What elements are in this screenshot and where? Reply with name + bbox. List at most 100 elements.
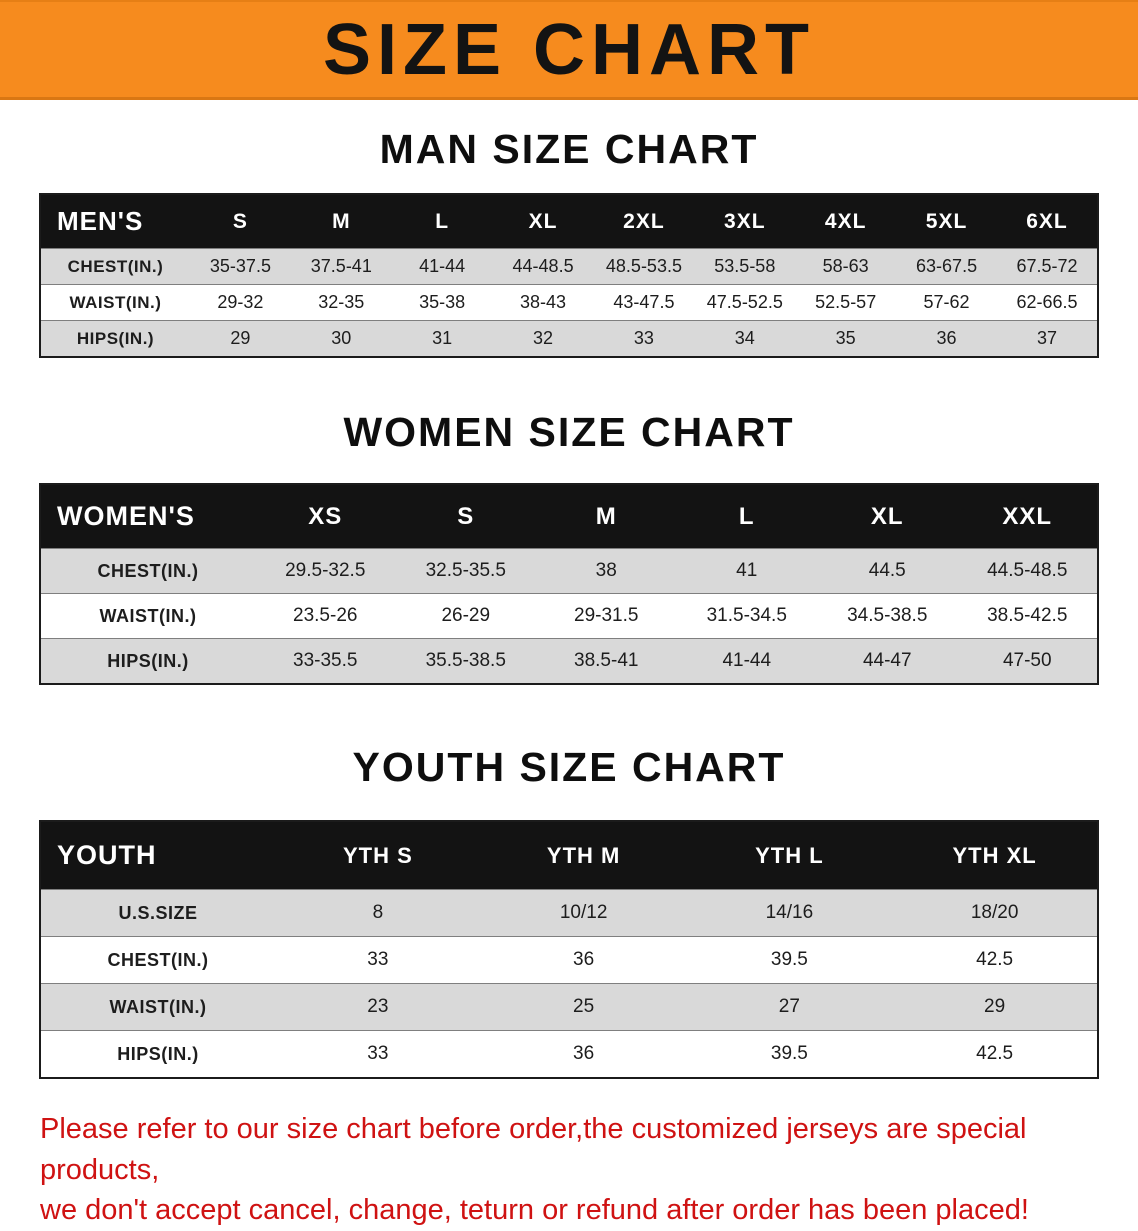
- cell-value: 67.5-72: [997, 248, 1098, 285]
- cell-value: 34: [694, 320, 796, 358]
- cell-value: 29: [190, 320, 291, 358]
- cell-value: 26-29: [395, 593, 536, 639]
- men-header-row: MEN'S S M L XL 2XL 3XL 4XL 5XL 6XL: [40, 194, 1098, 249]
- cell-value: 36: [480, 1030, 687, 1079]
- youth-size-column-header: YTH XL: [892, 821, 1098, 890]
- cell-value: 52.5-57: [795, 284, 897, 321]
- men-size-column-header: 5XL: [896, 194, 997, 249]
- cell-value: 42.5: [892, 936, 1098, 984]
- cell-value: 36: [896, 320, 997, 358]
- cell-value: 29-31.5: [536, 593, 677, 639]
- women-size-column-header: M: [536, 484, 677, 549]
- women-size-column-header: S: [395, 484, 536, 549]
- cell-value: 31: [391, 320, 493, 358]
- cell-value: 38.5-42.5: [957, 593, 1098, 639]
- cell-value: 8: [275, 889, 481, 937]
- cell-value: 18/20: [892, 889, 1098, 937]
- cell-value: 44-47: [817, 638, 958, 685]
- row-label: CHEST(IN.): [40, 548, 255, 594]
- row-label: HIPS(IN.): [40, 320, 190, 358]
- cell-value: 35-38: [391, 284, 493, 321]
- cell-value: 23.5-26: [255, 593, 396, 639]
- cell-value: 10/12: [480, 889, 687, 937]
- cell-value: 47-50: [957, 638, 1098, 685]
- cell-value: 53.5-58: [694, 248, 796, 285]
- cell-value: 25: [480, 983, 687, 1031]
- youth-size-column-header: YTH L: [686, 821, 893, 890]
- cell-value: 48.5-53.5: [593, 248, 695, 285]
- table-row: CHEST(IN.) 29.5-32.5 32.5-35.5 38 41 44.5 44.5…: [40, 548, 1098, 594]
- row-label: WAIST(IN.): [40, 983, 275, 1031]
- cell-value: 33: [593, 320, 695, 358]
- women-header-label: WOMEN'S: [40, 484, 255, 549]
- notice-line-1: Please refer to our size chart before or…: [40, 1113, 1027, 1186]
- women-size-column-header: L: [676, 484, 817, 549]
- cell-value: 39.5: [686, 1030, 893, 1079]
- men-size-column-header: S: [190, 194, 291, 249]
- youth-size-column-header: YTH S: [275, 821, 481, 890]
- cell-value: 47.5-52.5: [694, 284, 796, 321]
- section-women: WOMEN SIZE CHART WOMEN'S XS S M L XL XXL CHEST(…: [0, 409, 1138, 686]
- cell-value: 33: [275, 936, 481, 984]
- banner: SIZE CHART: [0, 0, 1138, 100]
- women-header-row: WOMEN'S XS S M L XL XXL: [40, 484, 1098, 549]
- cell-value: 39.5: [686, 936, 893, 984]
- men-size-table: MEN'S S M L XL 2XL 3XL 4XL 5XL 6XL CHEST(IN.) 35-37…: [39, 193, 1099, 359]
- cell-value: 63-67.5: [896, 248, 997, 285]
- men-section-heading: MAN SIZE CHART: [379, 126, 759, 172]
- cell-value: 58-63: [795, 248, 897, 285]
- table-row: WAIST(IN.) 23 25 27 29: [40, 983, 1098, 1031]
- cell-value: 41-44: [391, 248, 493, 285]
- cell-value: 31.5-34.5: [676, 593, 817, 639]
- women-size-column-header: XL: [817, 484, 958, 549]
- row-label: U.S.SIZE: [40, 889, 275, 937]
- table-row: U.S.SIZE 8 10/12 14/16 18/20: [40, 889, 1098, 937]
- cell-value: 34.5-38.5: [817, 593, 958, 639]
- row-label: CHEST(IN.): [40, 936, 275, 984]
- cell-value: 44-48.5: [492, 248, 594, 285]
- cell-value: 44.5: [817, 548, 958, 594]
- men-header-label: MEN'S: [40, 194, 190, 249]
- youth-section-heading: YOUTH SIZE CHART: [352, 744, 786, 791]
- section-men: MAN SIZE CHART MEN'S S M L XL 2XL 3XL 4XL 5XL 6XL…: [0, 126, 1138, 359]
- section-youth: YOUTH SIZE CHART YOUTH YTH S YTH M YTH L YTH…: [0, 744, 1138, 1080]
- cell-value: 29: [892, 983, 1098, 1031]
- cell-value: 37: [997, 320, 1098, 358]
- women-size-column-header: XS: [255, 484, 396, 549]
- cell-value: 32: [492, 320, 594, 358]
- table-row: CHEST(IN.) 33 36 39.5 42.5: [40, 936, 1098, 984]
- cell-value: 42.5: [892, 1030, 1098, 1079]
- men-size-column-header: 6XL: [997, 194, 1098, 249]
- table-row: WAIST(IN.) 29-32 32-35 35-38 38-43 43-47.5 47.…: [40, 284, 1098, 321]
- cell-value: 44.5-48.5: [957, 548, 1098, 594]
- row-label: CHEST(IN.): [40, 248, 190, 285]
- men-size-column-header: M: [290, 194, 392, 249]
- men-size-column-header: 3XL: [694, 194, 796, 249]
- men-size-column-header: 2XL: [593, 194, 695, 249]
- cell-value: 23: [275, 983, 481, 1031]
- cell-value: 35: [795, 320, 897, 358]
- cell-value: 41: [676, 548, 817, 594]
- cell-value: 14/16: [686, 889, 893, 937]
- youth-header-row: YOUTH YTH S YTH M YTH L YTH XL: [40, 821, 1098, 890]
- youth-size-table: YOUTH YTH S YTH M YTH L YTH XL U.S.SIZE 8 10/12…: [39, 820, 1099, 1080]
- cell-value: 29-32: [190, 284, 291, 321]
- table-row: HIPS(IN.) 33 36 39.5 42.5: [40, 1030, 1098, 1079]
- page-title: SIZE CHART: [323, 9, 815, 90]
- cell-value: 33-35.5: [255, 638, 396, 685]
- cell-value: 38-43: [492, 284, 594, 321]
- footer-notice: Please refer to our size chart before or…: [40, 1109, 1100, 1231]
- men-size-column-header: XL: [492, 194, 594, 249]
- women-size-table: WOMEN'S XS S M L XL XXL CHEST(IN.) 29.5-32.5 32.5…: [39, 483, 1099, 686]
- notice-line-2: we don't accept cancel, change, teturn o…: [40, 1194, 1029, 1227]
- table-row: HIPS(IN.) 29 30 31 32 33 34 35 36 37: [40, 320, 1098, 358]
- table-row: CHEST(IN.) 35-37.5 37.5-41 41-44 44-48.5 48.5…: [40, 248, 1098, 285]
- cell-value: 35-37.5: [190, 248, 291, 285]
- table-row: WAIST(IN.) 23.5-26 26-29 29-31.5 31.5-34.5 34…: [40, 593, 1098, 639]
- cell-value: 33: [275, 1030, 481, 1079]
- cell-value: 38: [536, 548, 677, 594]
- row-label: HIPS(IN.): [40, 638, 255, 685]
- cell-value: 27: [686, 983, 893, 1031]
- cell-value: 29.5-32.5: [255, 548, 396, 594]
